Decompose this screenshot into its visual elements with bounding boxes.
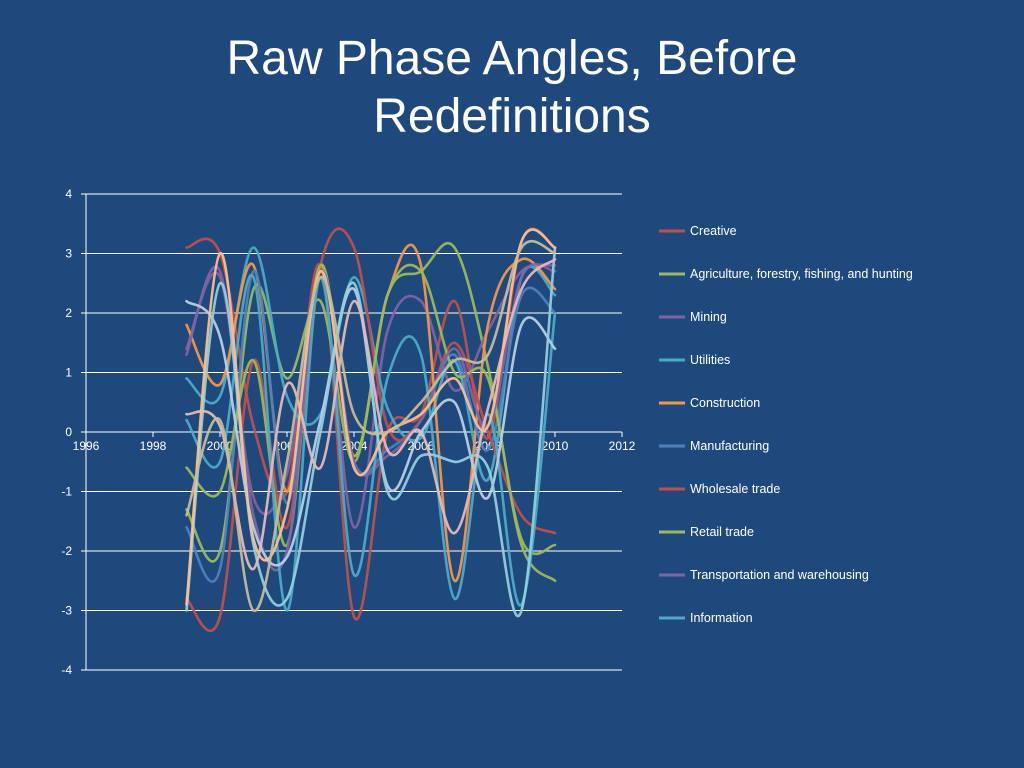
x-tick-label: 2010 bbox=[542, 439, 569, 453]
legend-label: Retail trade bbox=[690, 525, 754, 539]
legend-label: Information bbox=[690, 611, 753, 625]
slide-title: Raw Phase Angles, Before Redefinitions bbox=[226, 32, 798, 143]
y-tick-label: 2 bbox=[65, 306, 72, 320]
x-tick-label: 2012 bbox=[609, 439, 636, 453]
legend-label: Construction bbox=[690, 396, 760, 410]
legend-label: Manufacturing bbox=[690, 439, 769, 453]
legend: Creative Agriculture, forestry, fishing, … bbox=[659, 224, 913, 625]
legend-label: Agriculture, forestry, fishing, and hunt… bbox=[690, 267, 913, 281]
y-tick-label: 1 bbox=[65, 366, 72, 380]
y-tick-label: 0 bbox=[65, 425, 72, 439]
y-tick-label: 4 bbox=[65, 187, 72, 201]
y-tick-label: -1 bbox=[61, 485, 72, 499]
y-tick-label: -3 bbox=[61, 604, 72, 618]
x-tick-label: 1998 bbox=[140, 439, 167, 453]
legend-label: Creative bbox=[690, 224, 737, 238]
series-line-13 bbox=[185, 258, 557, 571]
y-tick-label: -2 bbox=[61, 544, 72, 558]
legend-label: Transportation and warehousing bbox=[690, 568, 869, 582]
y-tick-label: -4 bbox=[61, 663, 72, 677]
series-lines bbox=[185, 227, 557, 633]
series-line-15 bbox=[185, 239, 557, 612]
series-line-10 bbox=[185, 273, 557, 612]
x-tick-label: 2004 bbox=[341, 439, 368, 453]
x-tick-label: 1996 bbox=[73, 439, 100, 453]
legend-label: Utilities bbox=[690, 353, 730, 367]
series-line-14 bbox=[185, 228, 557, 606]
y-tick-label: 3 bbox=[65, 247, 72, 261]
series-line-1 bbox=[185, 227, 557, 621]
legend-label: Wholesale trade bbox=[690, 482, 780, 496]
series-line-12 bbox=[185, 246, 557, 618]
series-line-7 bbox=[185, 227, 557, 633]
legend-label: Mining bbox=[690, 310, 727, 324]
